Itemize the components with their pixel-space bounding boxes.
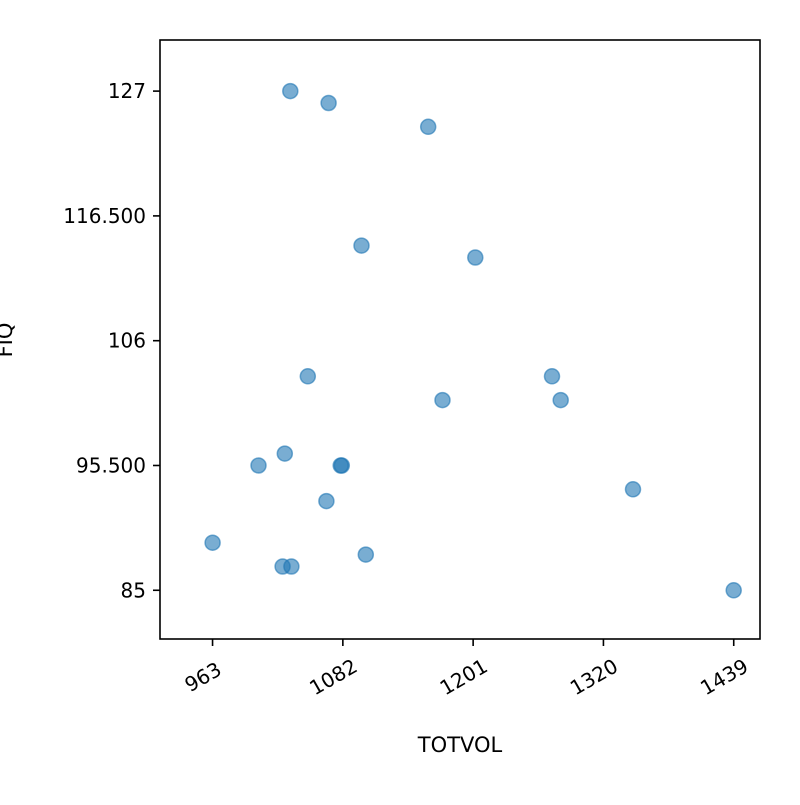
data-point-8	[552, 391, 569, 409]
data-point-19	[725, 582, 742, 599]
data-point-10	[250, 457, 267, 474]
data-point-18	[283, 558, 300, 575]
y-tick-label: 116.500	[63, 204, 146, 228]
points-layer	[204, 82, 742, 599]
data-point-5	[299, 368, 317, 385]
data-point-7	[543, 368, 561, 385]
data-point-13	[318, 492, 335, 510]
data-point-15	[204, 534, 221, 551]
data-point-6	[434, 391, 451, 409]
data-point-12	[333, 457, 351, 474]
y-axis-label: FIQ	[0, 323, 17, 358]
data-point-2	[419, 118, 437, 136]
y-tick-label: 95.500	[76, 453, 146, 477]
data-point-4	[467, 249, 484, 266]
y-axis-ticks: 85 95.500 106 116.500 127	[63, 79, 160, 602]
data-point-9	[276, 445, 294, 462]
y-tick-label: 127	[108, 79, 146, 103]
data-point-1	[320, 94, 337, 112]
data-point-16	[357, 546, 375, 563]
data-point-3	[353, 237, 370, 254]
data-point-14	[624, 481, 642, 498]
plot-frame	[159, 39, 761, 640]
y-tick-label: 106	[108, 329, 146, 353]
y-tick-label: 85	[121, 578, 146, 602]
data-point-0	[282, 82, 299, 100]
x-axis-label: TOTVOL	[417, 733, 503, 757]
